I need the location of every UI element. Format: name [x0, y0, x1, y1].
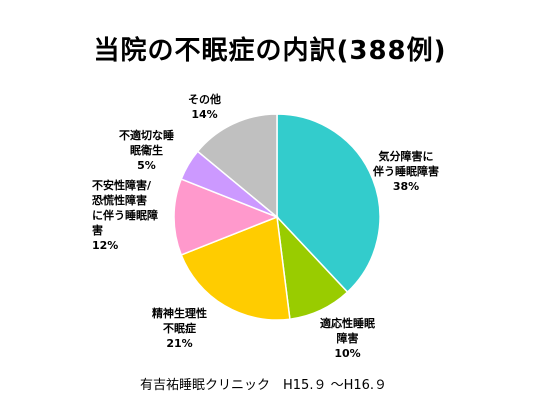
slice-label-line: 不適切な睡: [119, 129, 174, 142]
slice-percent: 12%: [92, 239, 119, 252]
slice-label-anxiety: 不安性障害/ 恐慌性障害 に伴う睡眠障 害 12%: [92, 178, 158, 253]
pie-slice-anxiety: [173, 178, 280, 256]
slice-label-other: その他 14%: [188, 92, 221, 122]
slice-label-line: 精神生理性: [152, 307, 207, 320]
slice-percent: 10%: [334, 347, 361, 360]
slice-label-line: 恐慌性障害: [92, 194, 147, 207]
slice-label-psychophysiological: 精神生理性 不眠症 21%: [152, 306, 207, 351]
slice-label-line: 気分障害に: [378, 150, 434, 163]
slice-label-line: 害: [92, 224, 103, 237]
pie-slice-mood-disorder: [276, 113, 381, 294]
slice-label-mood-disorder: 気分障害に 伴う睡眠障害 38%: [373, 149, 439, 194]
slice-label-line: に伴う睡眠障: [92, 209, 158, 222]
pie-slice-psychophysiological: [180, 215, 291, 321]
slice-label-line: 障害: [336, 332, 359, 345]
pie-slice-other: [196, 113, 278, 219]
slice-percent: 21%: [166, 337, 193, 350]
slice-percent: 14%: [191, 108, 218, 121]
slice-label-adjustment: 適応性睡眠 障害 10%: [320, 316, 375, 361]
slice-label-line: 適応性睡眠: [320, 317, 375, 330]
slice-percent: 5%: [137, 159, 156, 172]
slice-percent: 38%: [392, 180, 420, 193]
slice-label-line: 眠衛生: [130, 144, 163, 157]
slice-label-sleep-hygiene: 不適切な睡 眠衛生 5%: [119, 128, 174, 173]
source-footer: 有吉祐睡眠クリニック H15.９ ～H16.９: [140, 378, 388, 393]
chart-title: 当院の不眠症の内訳(388例): [93, 36, 447, 66]
slice-label-line: その他: [188, 93, 221, 106]
slice-label-line: 不安性障害/: [92, 179, 152, 192]
slice-label-line: 伴う睡眠障害: [373, 165, 439, 178]
slice-label-line: 不眠症: [163, 322, 196, 335]
